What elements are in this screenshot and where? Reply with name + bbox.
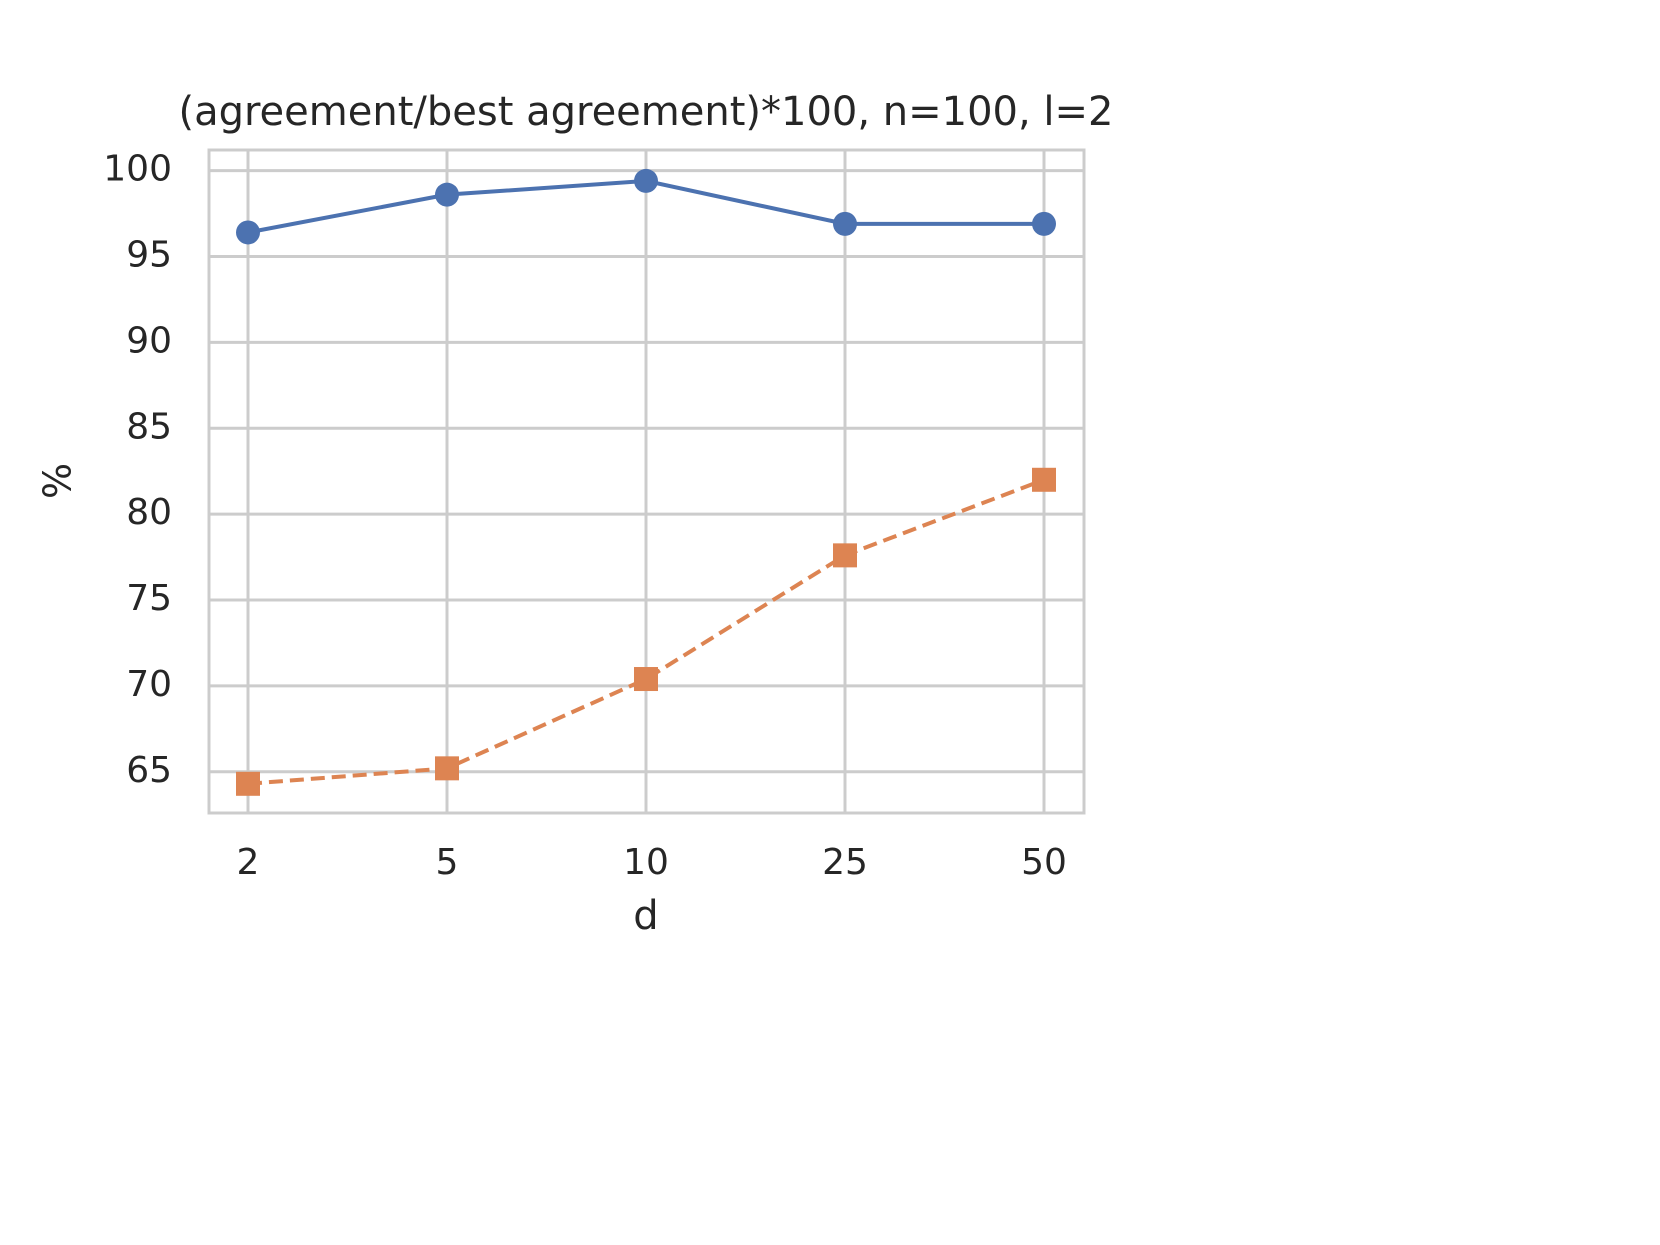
y-axis-label: %: [36, 463, 80, 499]
marker: [435, 182, 459, 207]
x-tick-label: 10: [623, 842, 669, 883]
x-tick-label: 25: [822, 842, 868, 883]
y-tick-label: 95: [126, 234, 172, 275]
marker: [236, 771, 260, 796]
y-tick-label: 65: [126, 750, 172, 791]
marker: [634, 667, 658, 692]
plot-frame: [207, 148, 1086, 815]
x-tick-label: 50: [1021, 842, 1067, 883]
marker: [833, 543, 857, 568]
y-tick-label: 80: [126, 492, 172, 533]
x-axis-label: d: [633, 893, 658, 939]
marker: [1032, 211, 1056, 236]
series-line: [247, 477, 1045, 786]
x-tick-label: 5: [436, 842, 459, 883]
marker: [833, 211, 857, 236]
y-tick-label: 85: [126, 406, 172, 447]
y-tick-label: 70: [126, 664, 172, 705]
marker: [236, 220, 260, 245]
y-tick-label: 90: [126, 320, 172, 361]
marker: [435, 756, 459, 781]
x-tick-label: 2: [237, 842, 260, 883]
marker: [634, 168, 658, 193]
chart-title: (agreement/best agreement)*100, n=100, l…: [178, 89, 1113, 135]
y-tick-label: 100: [103, 149, 172, 190]
y-tick-label: 75: [126, 578, 172, 619]
marker: [1032, 467, 1056, 492]
